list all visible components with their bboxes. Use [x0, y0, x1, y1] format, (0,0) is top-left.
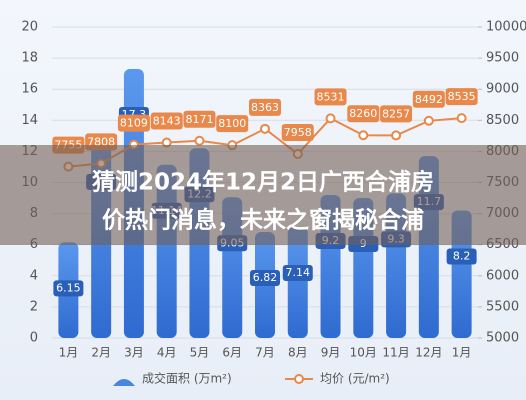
line-point [325, 113, 336, 124]
x-tick-label: 1月 [452, 346, 472, 360]
y-tick-label: 20 [21, 20, 38, 35]
y2-tick-label: 9500 [486, 51, 519, 66]
x-tick-label: 6月 [222, 346, 242, 360]
line-label-box [347, 105, 380, 123]
line-label: 8531 [317, 90, 345, 103]
x-tick-label: 12月 [415, 346, 442, 360]
bar-label-box [446, 248, 477, 265]
y-tick-label: 14 [21, 113, 38, 128]
line-point [391, 130, 402, 141]
line-label-box [314, 88, 347, 106]
bar-label-box [250, 269, 280, 286]
line-point [456, 113, 467, 124]
banner-text: 价热门消息，未来之窗揭秘合浦 [102, 207, 424, 234]
line-point [358, 130, 369, 141]
line-label-box [216, 115, 249, 133]
line-label: 8257 [382, 107, 410, 120]
line-label: 8363 [251, 101, 279, 114]
y-tick-label: 2 [30, 299, 38, 314]
banner-text: 猜测2024年12月2日广西合浦房 [91, 169, 434, 196]
banner [0, 145, 526, 245]
line-label-box [412, 90, 445, 108]
legend-label: 均价 (元/m²) [320, 372, 390, 386]
line-label-box [281, 124, 314, 142]
x-tick-label: 10月 [350, 346, 377, 360]
x-tick-label: 2月 [91, 346, 111, 360]
line-label: 8535 [448, 90, 476, 103]
line-point [260, 123, 270, 134]
y2-tick-label: 6000 [486, 268, 519, 283]
y-tick-label: 18 [21, 51, 38, 66]
x-tick-label: 7月 [255, 346, 275, 360]
legend-icon [113, 379, 135, 386]
bar-label: 6.82 [253, 271, 278, 284]
line-label: 8492 [415, 93, 443, 106]
bar-label-box [53, 280, 84, 297]
legend-icon [294, 374, 304, 384]
y2-tick-label: 5000 [486, 331, 519, 346]
line-label-box [150, 112, 183, 130]
line-label-box [380, 105, 413, 123]
line-label-box [249, 98, 281, 116]
x-tick-label: 3月 [124, 346, 144, 360]
bar-label: 7.14 [286, 266, 311, 279]
bar-label: 8.2 [453, 249, 471, 262]
bar [287, 226, 308, 338]
line-label: 8171 [185, 113, 213, 126]
line-label: 8109 [120, 117, 148, 130]
x-tick-label: 9月 [321, 346, 341, 360]
line-label: 8143 [153, 115, 181, 128]
x-tick-label: 11月 [382, 346, 409, 360]
line-point [423, 115, 434, 126]
line-label-box [117, 114, 150, 132]
x-tick-label: 5月 [190, 346, 210, 360]
bar-label: 6.15 [56, 281, 81, 294]
x-tick-label: 4月 [157, 346, 177, 360]
x-tick-label: 1月 [59, 346, 79, 360]
legend-label: 成交面积 (万m²) [142, 371, 232, 386]
y2-tick-label: 9000 [486, 82, 519, 97]
line-label: 8260 [349, 107, 377, 120]
bar-label-box [282, 264, 313, 281]
line-label: 8100 [218, 117, 246, 130]
y-tick-label: 16 [21, 82, 38, 97]
y-tick-label: 0 [30, 331, 38, 346]
line-label-box [445, 88, 478, 106]
line-point [194, 135, 205, 146]
y2-tick-label: 10000 [486, 20, 526, 35]
y2-tick-label: 8500 [486, 113, 519, 128]
y-tick-label: 4 [30, 268, 38, 283]
line-label-box [183, 110, 216, 128]
y2-tick-label: 5500 [486, 299, 519, 314]
line-label: 7958 [284, 126, 312, 139]
x-tick-label: 8月 [288, 346, 308, 360]
